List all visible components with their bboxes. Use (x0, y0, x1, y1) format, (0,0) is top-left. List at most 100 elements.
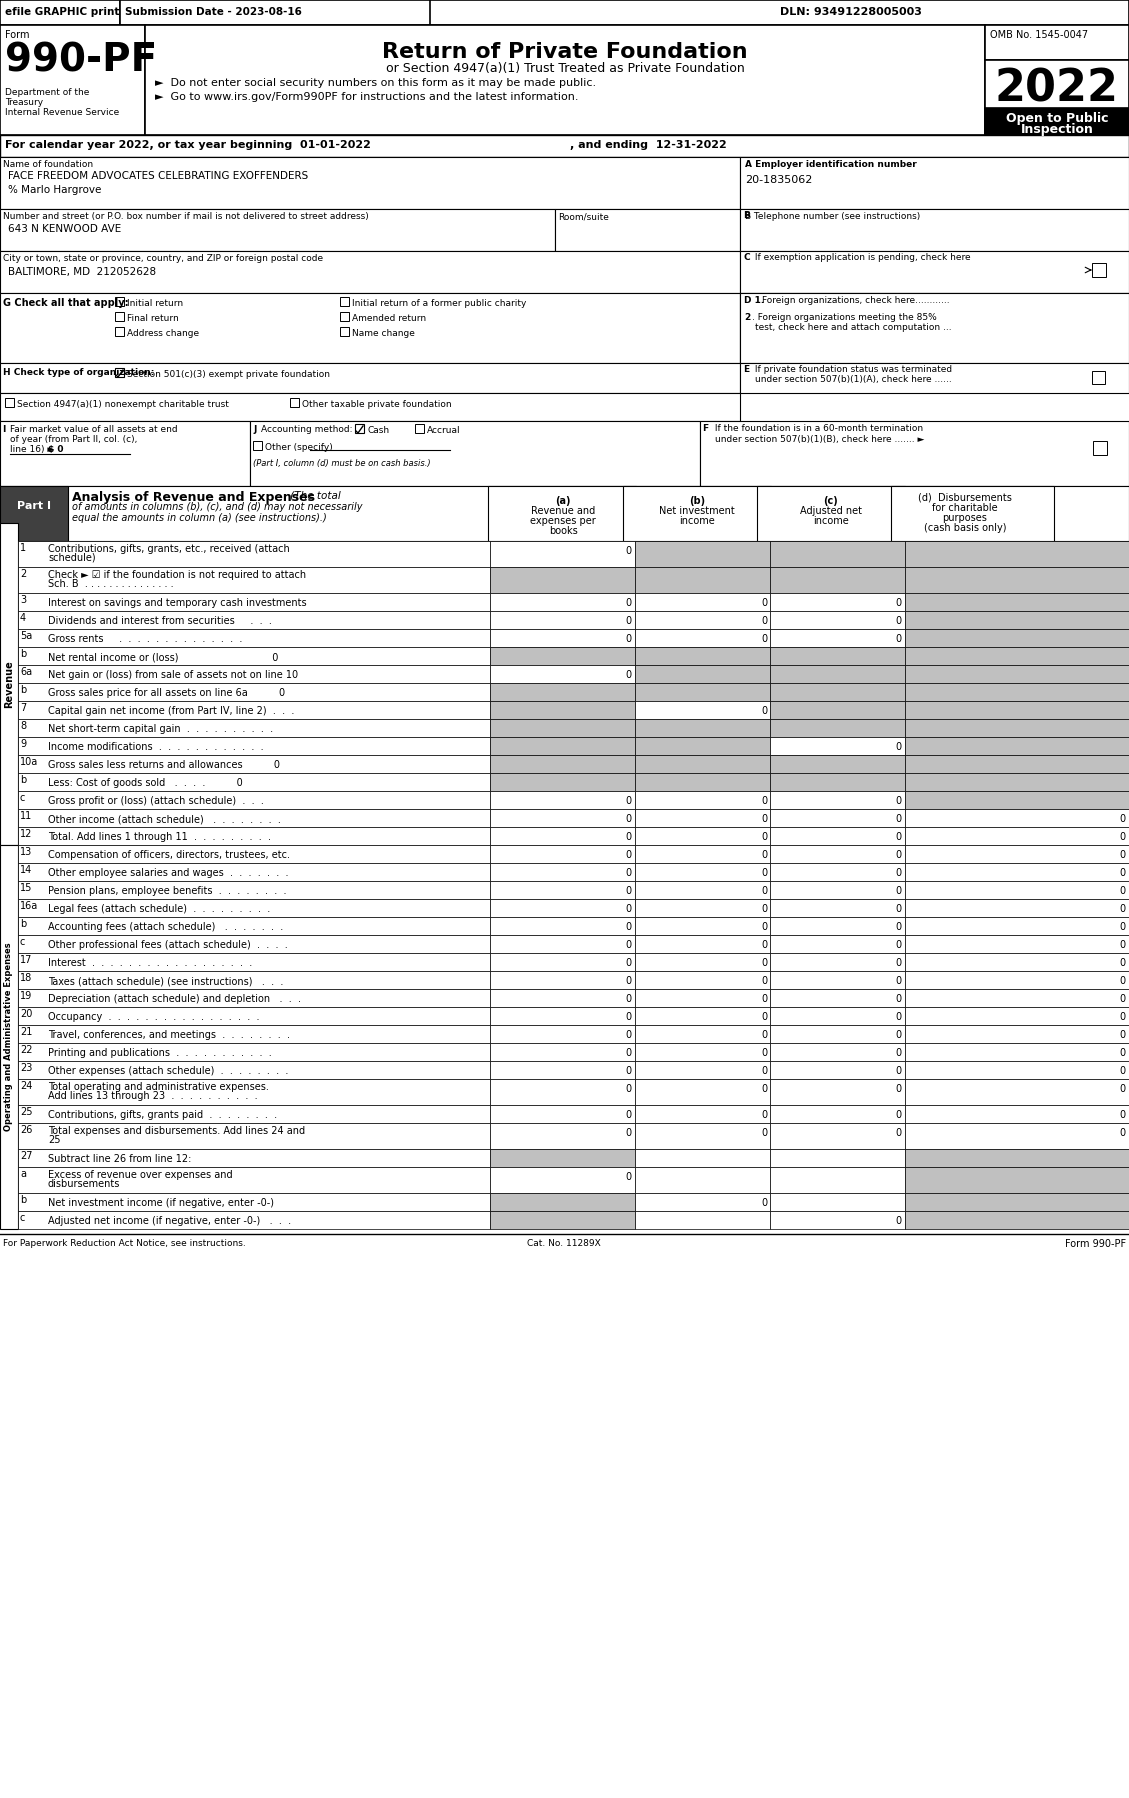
Text: 0: 0 (625, 904, 632, 913)
Text: 0: 0 (625, 1030, 632, 1039)
Text: 0: 0 (896, 832, 902, 841)
Text: 0: 0 (896, 635, 902, 644)
Text: 0: 0 (625, 617, 632, 626)
Bar (18, 701, 490, 719)
Bar (770, 1124, 905, 1149)
Bar (634, 1061, 770, 1079)
Bar (18, 1194, 490, 1212)
Bar (905, 1043, 1129, 1061)
Bar (905, 809, 1129, 827)
Bar (490, 1043, 634, 1061)
Bar (490, 647, 634, 665)
Bar (490, 629, 634, 647)
Bar (905, 971, 1129, 989)
Text: (d)  Disbursements: (d) Disbursements (918, 493, 1012, 503)
Text: 0: 0 (1120, 1066, 1126, 1075)
Text: For Paperwork Reduction Act Notice, see instructions.: For Paperwork Reduction Act Notice, see … (3, 1239, 246, 1248)
Bar (634, 773, 770, 791)
Text: 0: 0 (1120, 868, 1126, 877)
Bar (18, 1025, 490, 1043)
Text: 0: 0 (1120, 1127, 1126, 1138)
Text: ►  Do not enter social security numbers on this form as it may be made public.: ► Do not enter social security numbers o… (155, 77, 596, 88)
Bar (634, 541, 770, 566)
Text: equal the amounts in column (a) (see instructions).): equal the amounts in column (a) (see ins… (72, 512, 326, 523)
Bar (758, 485, 905, 541)
Bar (18, 541, 490, 566)
Bar (415, 424, 425, 433)
Text: Interest  .  .  .  .  .  .  .  .  .  .  .  .  .  .  .  .  .  .: Interest . . . . . . . . . . . . . . . .… (49, 958, 252, 967)
Bar (490, 935, 634, 953)
Text: 0: 0 (761, 904, 767, 913)
Text: J: J (253, 424, 260, 433)
Bar (120, 0, 430, 25)
Bar (340, 313, 349, 322)
Bar (770, 541, 905, 566)
Bar (770, 1007, 905, 1025)
Text: (cash basis only): (cash basis only) (924, 523, 1006, 532)
Text: 13: 13 (20, 847, 33, 858)
Bar (18, 593, 490, 611)
Text: 0: 0 (896, 886, 902, 895)
Text: Form 990-PF: Form 990-PF (1065, 1239, 1126, 1250)
Text: 20-1835062: 20-1835062 (745, 174, 813, 185)
Text: b: b (20, 1196, 26, 1205)
Text: Subtract line 26 from line 12:: Subtract line 26 from line 12: (49, 1154, 192, 1163)
Text: Legal fees (attach schedule)  .  .  .  .  .  .  .  .  .: Legal fees (attach schedule) . . . . . .… (49, 904, 270, 913)
Bar (490, 827, 634, 845)
Bar (0, 209, 555, 252)
Text: Compensation of officers, directors, trustees, etc.: Compensation of officers, directors, tru… (49, 850, 290, 859)
Bar (770, 845, 905, 863)
Text: 0: 0 (761, 1048, 767, 1057)
Bar (770, 827, 905, 845)
Text: 21: 21 (20, 1027, 33, 1037)
Bar (5, 397, 14, 406)
Bar (490, 1167, 634, 1194)
Bar (634, 1043, 770, 1061)
Text: For calendar year 2022, or tax year beginning  01-01-2022: For calendar year 2022, or tax year begi… (5, 140, 370, 149)
Bar (905, 1106, 1129, 1124)
Bar (18, 566, 490, 593)
Text: Department of the: Department of the (5, 88, 89, 97)
Text: Accounting method:: Accounting method: (261, 424, 352, 433)
Bar (340, 327, 349, 336)
Bar (905, 755, 1129, 773)
Text: Initial return: Initial return (126, 298, 183, 307)
Text: Gross sales less returns and allowances          0: Gross sales less returns and allowances … (49, 761, 280, 770)
Bar (0, 485, 1129, 541)
Bar (770, 683, 905, 701)
Text: 23: 23 (20, 1063, 33, 1073)
Bar (634, 1106, 770, 1124)
Bar (490, 881, 634, 899)
Bar (634, 647, 770, 665)
Text: books: books (549, 527, 577, 536)
Bar (984, 59, 1129, 135)
Bar (634, 566, 770, 593)
Bar (340, 297, 349, 306)
Text: City or town, state or province, country, and ZIP or foreign postal code: City or town, state or province, country… (3, 254, 323, 263)
Text: Other expenses (attach schedule)  .  .  .  .  .  .  .  .: Other expenses (attach schedule) . . . .… (49, 1066, 288, 1075)
Bar (18, 629, 490, 647)
Text: Accrual: Accrual (427, 426, 461, 435)
Text: 0: 0 (625, 886, 632, 895)
Text: 0: 0 (896, 922, 902, 931)
Bar (253, 441, 262, 450)
Bar (490, 611, 634, 629)
Text: 0: 0 (896, 868, 902, 877)
Bar (0, 523, 18, 845)
Text: 12: 12 (20, 829, 33, 840)
Bar (490, 917, 634, 935)
Text: income: income (813, 516, 849, 527)
Text: A Employer identification number: A Employer identification number (745, 160, 917, 169)
Text: B Telephone number (see instructions): B Telephone number (see instructions) (745, 212, 920, 221)
Bar (490, 683, 634, 701)
Bar (634, 701, 770, 719)
Bar (1092, 370, 1105, 385)
Text: under section 507(b)(1)(A), check here ......: under section 507(b)(1)(A), check here .… (755, 376, 952, 385)
Bar (770, 989, 905, 1007)
Text: 0: 0 (625, 1048, 632, 1057)
Bar (770, 971, 905, 989)
Text: FACE FREEDOM ADVOCATES CELEBRATING EXOFFENDERS: FACE FREEDOM ADVOCATES CELEBRATING EXOFF… (8, 171, 308, 182)
Text: H Check type of organization:: H Check type of organization: (3, 369, 155, 378)
Bar (770, 953, 905, 971)
Text: 14: 14 (20, 865, 33, 876)
